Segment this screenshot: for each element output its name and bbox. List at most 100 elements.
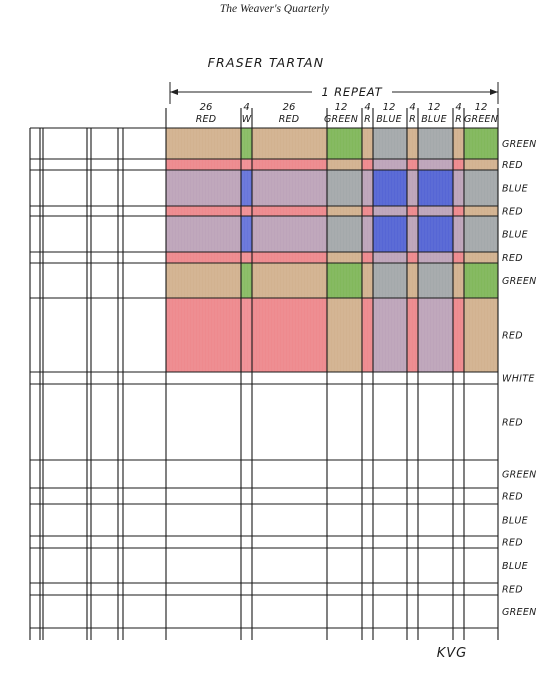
tartan-cell (464, 170, 498, 206)
tartan-cell (241, 216, 252, 252)
tartan-cell (464, 128, 498, 159)
tartan-cell (362, 216, 373, 252)
tartan-cell (373, 159, 407, 170)
row-color-label: BLUE (502, 561, 528, 572)
column-color: GREEN (464, 114, 498, 125)
row-color-label: RED (502, 331, 523, 342)
warp-column-labels: 26RED4W26RED12GREEN4R12BLUE4R12BLUE4R12G… (196, 102, 498, 125)
tartan-cell (241, 252, 252, 263)
repeat-label: 1 REPEAT (322, 85, 383, 99)
weft-row-labels: GREEN RED BLUE RED BLUE RED GREEN RED WHITE RED GR… (502, 139, 537, 618)
column-color: R (409, 114, 416, 125)
tartan-cell (241, 263, 252, 298)
tartan-cell (407, 252, 418, 263)
tartan-cell (362, 252, 373, 263)
tartan-cell (241, 298, 252, 372)
column-color: BLUE (376, 114, 402, 125)
row-color-label: RED (502, 253, 523, 264)
tartan-cell (453, 298, 464, 372)
column-color: R (455, 114, 462, 125)
tartan-cell (453, 252, 464, 263)
repeat-left-arrowhead (170, 89, 178, 95)
row-color-label: RED (502, 160, 523, 171)
artist-signature: KVG (437, 646, 468, 661)
repeat-right-arrowhead (490, 89, 498, 95)
tartan-cell (166, 216, 241, 252)
draft-grid-lines (29, 108, 499, 640)
tartan-cell (453, 216, 464, 252)
tartan-cell (453, 206, 464, 216)
row-color-label: BLUE (502, 184, 528, 195)
tartan-cell (252, 206, 327, 216)
tartan-cell (327, 298, 362, 372)
tartan-cell (166, 263, 241, 298)
column-count: 4 (243, 102, 249, 113)
tartan-cell (327, 170, 362, 206)
tartan-cell (252, 159, 327, 170)
row-color-label: GREEN (502, 276, 537, 287)
tartan-cell (464, 263, 498, 298)
tartan-cell (166, 170, 241, 206)
tartan-cell (407, 216, 418, 252)
column-count: 26 (200, 102, 213, 113)
tartan-cell (327, 128, 362, 159)
column-color: R (364, 114, 371, 125)
tartan-cell (407, 128, 418, 159)
diagram-title: FRASER TARTAN (208, 55, 325, 70)
row-color-label: GREEN (502, 470, 537, 481)
tartan-cell (362, 159, 373, 170)
tartan-cell (252, 128, 327, 159)
row-color-label: GREEN (502, 607, 537, 618)
tartan-cell (241, 128, 252, 159)
tartan-cell (418, 263, 453, 298)
tartan-cell (418, 216, 453, 252)
tartan-cell (464, 159, 498, 170)
tartan-cell (327, 159, 362, 170)
row-color-label: BLUE (502, 230, 528, 241)
tartan-cell (327, 252, 362, 263)
column-count: 12 (383, 102, 396, 113)
tartan-cell (252, 170, 327, 206)
tartan-cell (464, 206, 498, 216)
tartan-cell (464, 216, 498, 252)
row-color-label: GREEN (502, 139, 537, 150)
tartan-cell (418, 252, 453, 263)
tartan-cell (464, 252, 498, 263)
tartan-cell (453, 263, 464, 298)
column-color: RED (196, 114, 217, 125)
journal-header: The Weaver's Quarterly (219, 3, 330, 15)
tartan-cell (418, 159, 453, 170)
tartan-cell (252, 263, 327, 298)
row-color-label: RED (502, 418, 523, 429)
tartan-cell (252, 216, 327, 252)
tartan-cell (362, 206, 373, 216)
tartan-cell (166, 206, 241, 216)
tartan-cell (327, 216, 362, 252)
tartan-cell (373, 170, 407, 206)
title-group: FRASER TARTAN (208, 55, 325, 70)
tartan-cell (453, 159, 464, 170)
column-color: W (242, 114, 252, 125)
column-count: 4 (455, 102, 461, 113)
tartan-cell (453, 170, 464, 206)
column-color: RED (279, 114, 300, 125)
tartan-cell (407, 159, 418, 170)
tartan-cell (166, 298, 241, 372)
tartan-cell (418, 170, 453, 206)
row-color-label: RED (502, 538, 523, 549)
repeat-indicator: 1 REPEAT (169, 82, 499, 104)
tartan-cell (362, 128, 373, 159)
tartan-cell (327, 206, 362, 216)
tartan-cell (241, 159, 252, 170)
repeat-label-bg (312, 85, 392, 99)
tartan-cell (407, 206, 418, 216)
column-count: 12 (335, 102, 348, 113)
tartan-cell (373, 206, 407, 216)
tartan-cell (418, 128, 453, 159)
tartan-cell (362, 263, 373, 298)
tartan-cell (373, 128, 407, 159)
tartan-cell (362, 170, 373, 206)
tartan-cell (464, 298, 498, 372)
column-color: BLUE (421, 114, 447, 125)
tartan-cell (418, 298, 453, 372)
